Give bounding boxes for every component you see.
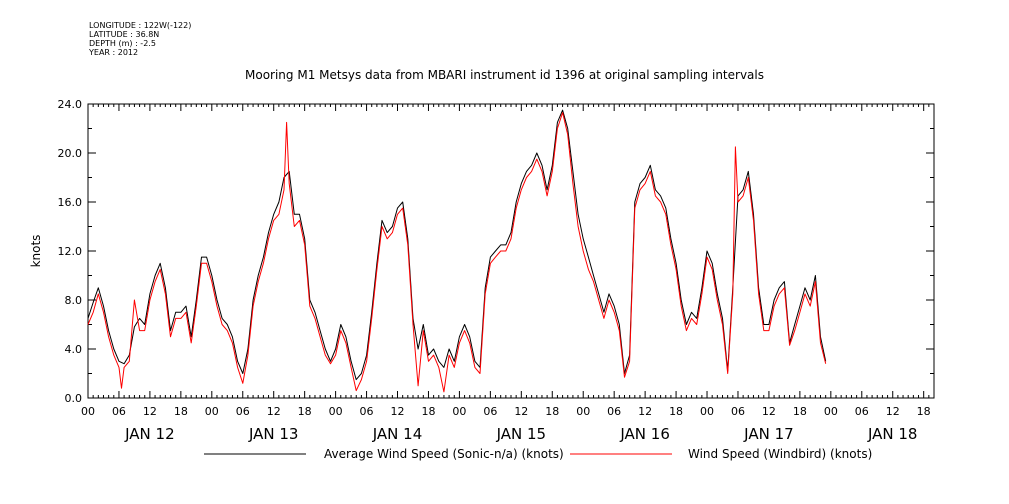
legend-label-average: Average Wind Speed (Sonic-n/a) (knots) bbox=[324, 447, 564, 461]
x-hour-label: 12 bbox=[391, 405, 405, 418]
x-hour-label: 12 bbox=[514, 405, 528, 418]
x-hour-label: 12 bbox=[638, 405, 652, 418]
x-day-label: JAN 17 bbox=[743, 425, 794, 443]
legend-label-windbird: Wind Speed (Windbird) (knots) bbox=[688, 447, 872, 461]
x-hour-label: 00 bbox=[205, 405, 219, 418]
y-tick-label: 20.0 bbox=[58, 147, 83, 160]
x-hour-label: 00 bbox=[824, 405, 838, 418]
x-hour-label: 18 bbox=[421, 405, 435, 418]
x-day-label: JAN 14 bbox=[372, 425, 423, 443]
x-hour-label: 18 bbox=[793, 405, 807, 418]
meta-year: YEAR : 2012 bbox=[89, 48, 139, 57]
x-day-label: JAN 16 bbox=[619, 425, 670, 443]
x-hour-label: 00 bbox=[700, 405, 714, 418]
series-line-windbird-wind-speed bbox=[87, 112, 827, 393]
x-hour-label: 18 bbox=[917, 405, 931, 418]
x-hour-label: 06 bbox=[607, 405, 621, 418]
x-hour-label: 12 bbox=[762, 405, 776, 418]
x-hour-label: 06 bbox=[112, 405, 126, 418]
x-hour-label: 18 bbox=[545, 405, 559, 418]
x-hour-label: 00 bbox=[329, 405, 343, 418]
metadata-block: LONGITUDE : 122W(-122) LATITUDE : 36.8N … bbox=[89, 21, 191, 57]
x-hour-label: 18 bbox=[174, 405, 188, 418]
y-tick-label: 24.0 bbox=[58, 98, 83, 111]
meta-depth: DEPTH (m) : -2.5 bbox=[89, 39, 156, 48]
x-hour-label: 06 bbox=[360, 405, 374, 418]
x-hour-label: 06 bbox=[483, 405, 497, 418]
meta-longitude: LONGITUDE : 122W(-122) bbox=[89, 21, 192, 30]
x-hour-label: 06 bbox=[855, 405, 869, 418]
y-tick-label: 8.0 bbox=[65, 294, 83, 307]
x-hour-label: 00 bbox=[452, 405, 466, 418]
x-day-label: JAN 18 bbox=[867, 425, 918, 443]
y-tick-label: 4.0 bbox=[65, 343, 83, 356]
x-hour-label: 06 bbox=[236, 405, 250, 418]
x-hour-label: 18 bbox=[298, 405, 312, 418]
x-hour-label: 18 bbox=[669, 405, 683, 418]
chart-title: Mooring M1 Metsys data from MBARI instru… bbox=[245, 68, 764, 82]
x-hour-label: 12 bbox=[267, 405, 281, 418]
meta-latitude: LATITUDE : 36.8N bbox=[89, 30, 160, 39]
y-axis-label: knots bbox=[29, 235, 43, 268]
x-day-label: JAN 13 bbox=[248, 425, 299, 443]
x-hour-label: 06 bbox=[731, 405, 745, 418]
x-hour-label: 00 bbox=[81, 405, 95, 418]
plot-frame bbox=[87, 103, 935, 399]
y-tick-label: 12.0 bbox=[58, 245, 83, 258]
y-tick-label: 16.0 bbox=[58, 196, 83, 209]
y-tick-label: 0.0 bbox=[65, 392, 83, 405]
x-hour-label: 12 bbox=[886, 405, 900, 418]
x-day-label: JAN 12 bbox=[124, 425, 175, 443]
x-day-label: JAN 15 bbox=[496, 425, 547, 443]
x-hour-label: 00 bbox=[576, 405, 590, 418]
series-line-average-wind-speed bbox=[87, 109, 827, 381]
x-hour-label: 12 bbox=[143, 405, 157, 418]
